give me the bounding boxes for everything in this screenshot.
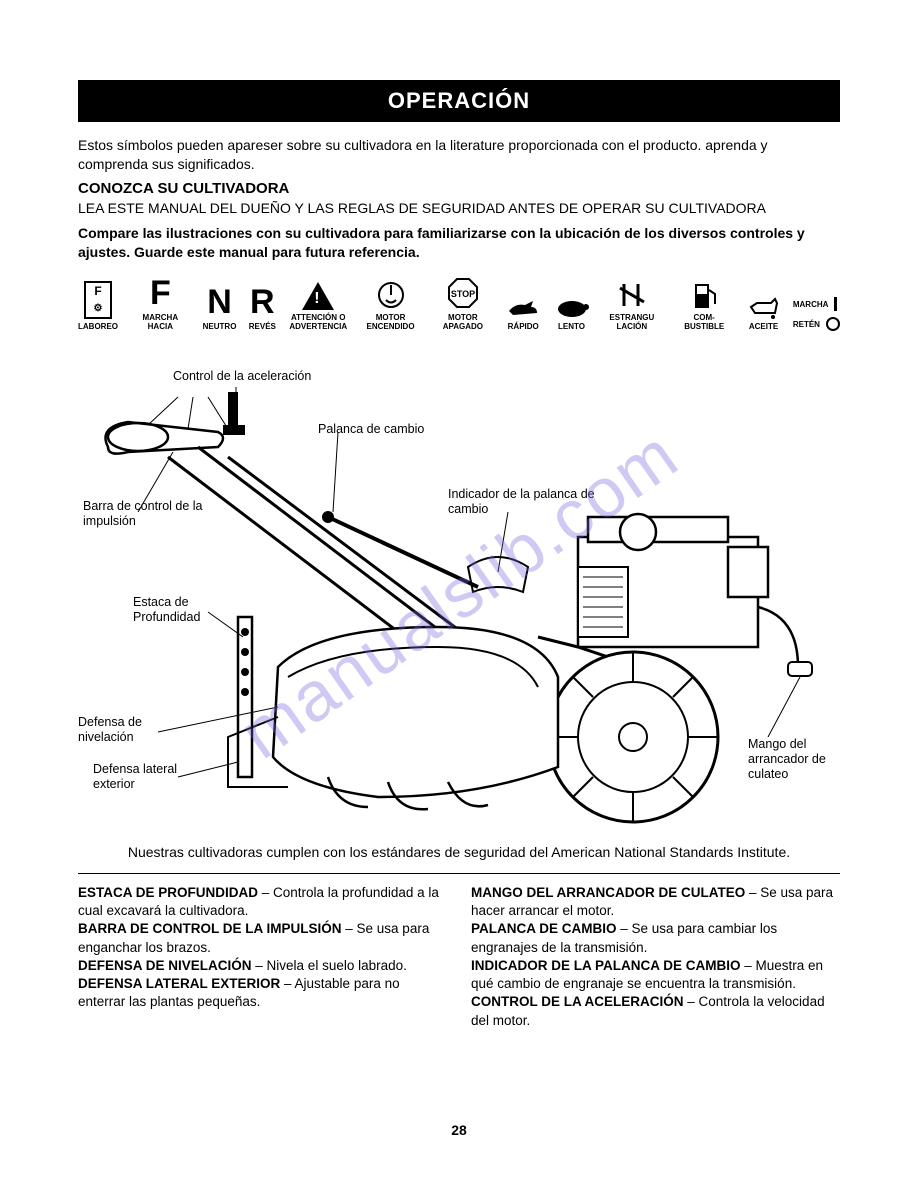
label-shift-lever: Palanca de cambio — [318, 422, 424, 437]
definition-item: MANGO DEL ARRANCADOR DE CULATEO – Se usa… — [471, 884, 840, 920]
definition-item: INDICADOR DE LA PALANCA DE CAMBIO – Mues… — [471, 957, 840, 993]
label-side-shield: Defensa lateral exterior — [93, 762, 183, 792]
label-marcha: MARCHA — [793, 300, 829, 309]
rabbit-icon — [505, 295, 541, 319]
symbol-engine-on: MOTOR ENCENDIDO — [361, 280, 421, 332]
glyph-f: F — [150, 276, 171, 310]
caption: REVÉS — [249, 323, 276, 332]
label-drive-bar: Barra de control de la impulsión — [83, 499, 203, 529]
definition-item: ESTACA DE PROFUNDIDAD – Controla la prof… — [78, 884, 447, 920]
caption: ATTENCIÓN O ADVERTENCIA — [288, 314, 348, 332]
caption: MOTOR ENCENDIDO — [361, 314, 421, 332]
definitions-left: ESTACA DE PROFUNDIDAD – Controla la prof… — [78, 884, 447, 1030]
fuel-pump-icon — [691, 278, 717, 310]
definition-item: CONTROL DE LA ACELERACIÓN – Controla la … — [471, 993, 840, 1029]
caption: COM- BUSTIBLE — [674, 314, 734, 332]
glyph-n: N — [207, 285, 232, 319]
engine-on-icon — [376, 280, 406, 310]
symbol-slow: LENTO — [554, 295, 590, 332]
definition-item: DEFENSA DE NIVELACIÓN – Nivela el suelo … — [78, 957, 447, 975]
definition-item: PALANCA DE CAMBIO – Se usa para cambiar … — [471, 920, 840, 956]
page-number: 28 — [0, 1122, 918, 1138]
label-reten: RETÉN — [793, 320, 820, 329]
label-depth-stake: Estaca de Profundidad — [133, 595, 213, 625]
symbol-warning: ATTENCIÓN O ADVERTENCIA — [288, 282, 348, 332]
symbol-fast: RÁPIDO — [505, 295, 541, 332]
symbol-marcha-reten: MARCHA RETÉN — [793, 297, 840, 331]
caption: NEUTRO — [203, 323, 237, 332]
glyph-r: R — [250, 285, 275, 319]
tiller-illustration — [78, 337, 840, 837]
symbol-legend-row: F⚙ LABOREO F MARCHA HACIA N NEUTRO R REV… — [78, 271, 840, 331]
symbol-forward: F MARCHA HACIA — [130, 276, 190, 332]
definitions-right: MANGO DEL ARRANCADOR DE CULATEO – Se usa… — [471, 884, 840, 1030]
symbol-reverse: R REVÉS — [249, 285, 276, 332]
caption: ACEITE — [749, 323, 778, 332]
intro-text: Estos símbolos pueden apareser sobre su … — [78, 136, 840, 174]
symbol-neutral: N NEUTRO — [203, 285, 237, 332]
stop-icon: STOP — [446, 276, 480, 310]
section-header: OPERACIÓN — [78, 80, 840, 122]
symbol-fuel: COM- BUSTIBLE — [674, 278, 734, 332]
caption: MOTOR APAGADO — [433, 314, 493, 332]
symbol-choke: ESTRANGU LACIÓN — [602, 280, 662, 332]
definition-item: BARRA DE CONTROL DE LA IMPULSIÓN – Se us… — [78, 920, 447, 956]
symbol-engine-off: STOP MOTOR APAGADO — [433, 276, 493, 332]
definitions-columns: ESTACA DE PROFUNDIDAD – Controla la prof… — [78, 884, 840, 1030]
divider — [78, 873, 840, 874]
circle-icon — [826, 317, 840, 331]
label-leveling-shield: Defensa de nivelación — [78, 715, 158, 745]
svg-text:STOP: STOP — [451, 289, 475, 299]
bar-icon — [834, 297, 837, 311]
choke-icon — [618, 280, 646, 310]
subsection-title: CONOZCA SU CULTIVADORA — [78, 180, 840, 197]
tiller-diagram: Control de la aceleración Palanca de cam… — [78, 337, 840, 837]
symbol-oil: ACEITE — [747, 293, 781, 332]
caption: LENTO — [558, 323, 585, 332]
instruction-bold: Compare las ilustraciones con su cultiva… — [78, 224, 840, 262]
caption: RÁPIDO — [508, 323, 539, 332]
oil-can-icon — [747, 293, 781, 319]
caption: LABOREO — [78, 323, 118, 332]
subsection-text: LEA ESTE MANUAL DEL DUEÑO Y LAS REGLAS D… — [78, 199, 840, 218]
compliance-note: Nuestras cultivadoras cumplen con los es… — [78, 843, 840, 863]
caption: MARCHA HACIA — [130, 314, 190, 332]
symbol-laboreo: F⚙ LABOREO — [78, 281, 118, 332]
label-throttle: Control de la aceleración — [173, 369, 311, 384]
caption: ESTRANGU LACIÓN — [602, 314, 662, 332]
label-shift-indicator: Indicador de la palanca de cambio — [448, 487, 598, 517]
turtle-icon — [554, 295, 590, 319]
label-recoil-starter: Mango del arrancador de culateo — [748, 737, 838, 782]
warning-triangle-icon — [302, 282, 334, 310]
definition-item: DEFENSA LATERAL EXTERIOR – Ajustable par… — [78, 975, 447, 1011]
